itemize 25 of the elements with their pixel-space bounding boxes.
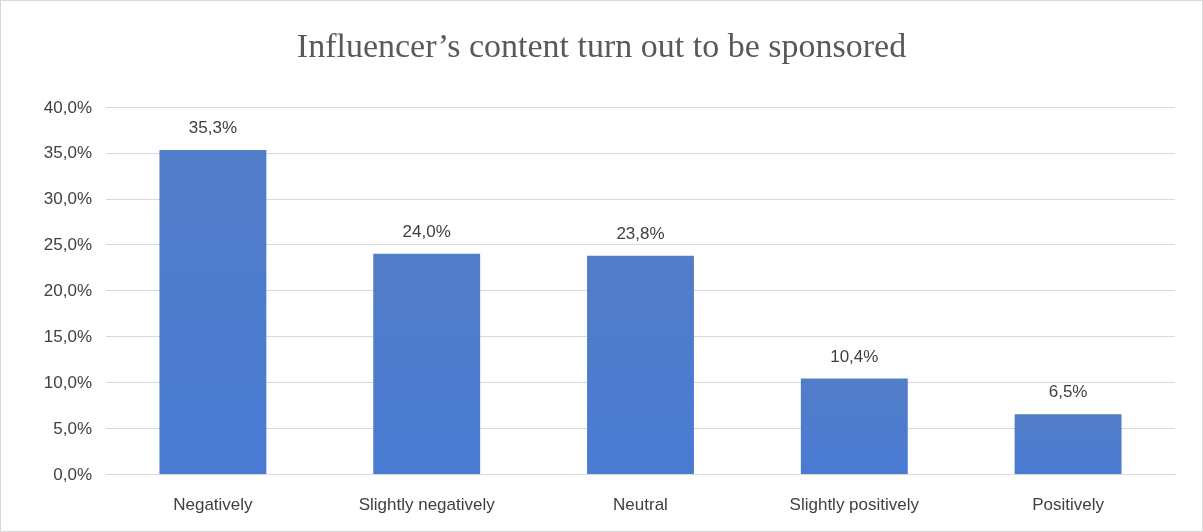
x-tick-label: Slightly negatively — [358, 495, 496, 514]
y-tick-label: 40,0% — [43, 97, 92, 117]
y-tick-label: 15,0% — [43, 326, 92, 346]
x-tick-label: Neutral — [613, 495, 668, 514]
data-label: 6,5% — [1048, 382, 1088, 402]
y-tick-label: 25,0% — [43, 235, 92, 255]
x-tick-label: Negatively — [173, 495, 254, 514]
bar — [800, 378, 908, 474]
y-tick-label: 30,0% — [43, 189, 92, 209]
data-label: 24,0% — [402, 221, 451, 241]
x-tick-label: Positively — [1032, 495, 1105, 514]
data-label: 10,4% — [830, 346, 879, 366]
bar — [373, 253, 481, 474]
data-label: 23,8% — [616, 223, 665, 243]
chart-title: Influencer’s content turn out to be sponsored — [296, 26, 907, 64]
y-tick-label: 5,0% — [53, 418, 92, 438]
y-tick-label: 35,0% — [43, 143, 92, 163]
y-tick-label: 20,0% — [43, 281, 92, 300]
bar — [1014, 414, 1122, 474]
y-tick-label: 10,0% — [43, 372, 92, 392]
y-tick-label: 0,0% — [53, 464, 92, 484]
bar — [587, 255, 694, 474]
x-tick-label: Slightly positively — [789, 495, 920, 514]
data-label: 35,3% — [188, 118, 237, 138]
bar — [159, 150, 267, 474]
